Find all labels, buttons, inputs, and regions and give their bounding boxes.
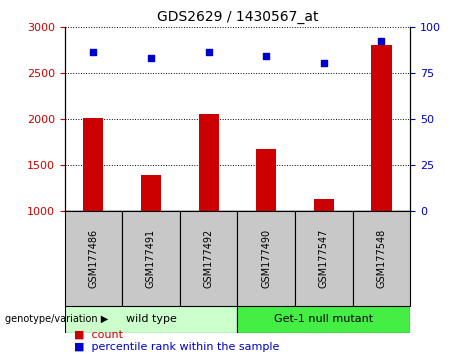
- Text: GSM177490: GSM177490: [261, 229, 271, 288]
- Title: GDS2629 / 1430567_at: GDS2629 / 1430567_at: [157, 10, 318, 24]
- Bar: [314, 199, 334, 211]
- Text: GSM177492: GSM177492: [204, 229, 213, 288]
- Text: GSM177486: GSM177486: [89, 229, 98, 288]
- Bar: [372, 45, 391, 211]
- Text: genotype/variation ▶: genotype/variation ▶: [5, 314, 108, 325]
- Bar: [295, 211, 353, 306]
- Point: [378, 39, 385, 44]
- Bar: [180, 211, 237, 306]
- Bar: [122, 211, 180, 306]
- Bar: [237, 211, 295, 306]
- Point: [89, 50, 97, 55]
- Text: GSM177491: GSM177491: [146, 229, 156, 288]
- Bar: [83, 118, 103, 211]
- Text: wild type: wild type: [125, 314, 177, 325]
- Text: GSM177548: GSM177548: [377, 229, 386, 288]
- Point: [320, 61, 327, 66]
- Text: Get-1 null mutant: Get-1 null mutant: [274, 314, 373, 325]
- Text: ■  count: ■ count: [74, 330, 123, 339]
- Bar: [353, 211, 410, 306]
- Point: [263, 53, 270, 59]
- Bar: [237, 306, 410, 333]
- Bar: [65, 211, 122, 306]
- Point: [148, 55, 155, 61]
- Bar: [65, 306, 237, 333]
- Text: ■  percentile rank within the sample: ■ percentile rank within the sample: [74, 342, 279, 352]
- Bar: [256, 149, 276, 211]
- Point: [205, 50, 212, 55]
- Bar: [199, 114, 219, 211]
- Text: GSM177547: GSM177547: [319, 229, 329, 288]
- Bar: [141, 175, 161, 211]
